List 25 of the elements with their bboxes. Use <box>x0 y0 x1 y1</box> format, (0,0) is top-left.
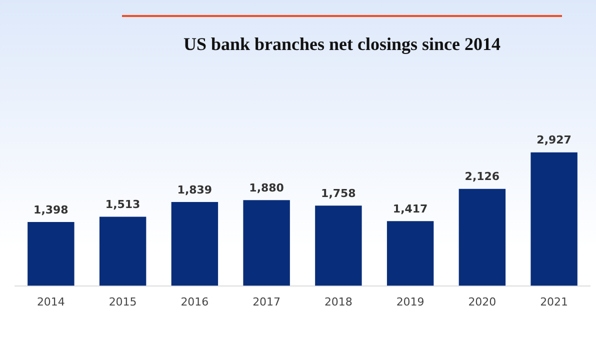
bar <box>315 206 362 286</box>
x-tick-label: 2019 <box>396 295 424 308</box>
bar <box>243 200 290 286</box>
data-label: 1,880 <box>249 181 284 194</box>
data-label: 1,839 <box>177 183 212 196</box>
bar <box>99 216 146 286</box>
data-label: 1,398 <box>34 203 68 216</box>
data-label: 1,758 <box>321 186 356 200</box>
x-tick-label: 2018 <box>324 295 352 308</box>
bar <box>386 221 434 286</box>
data-label: 1,417 <box>392 202 428 216</box>
x-tick-label: 2020 <box>468 295 496 308</box>
data-label: 1,513 <box>105 198 140 212</box>
data-label: 2,126 <box>464 170 500 184</box>
x-tick-label: 2016 <box>180 295 209 308</box>
x-tick-label: 2015 <box>108 295 137 308</box>
bar <box>171 202 218 286</box>
x-tick-label: 2021 <box>540 295 568 308</box>
bar <box>458 188 506 286</box>
bar <box>28 222 74 286</box>
data-label: 2,927 <box>536 134 572 147</box>
x-tick-label: 2014 <box>36 295 65 308</box>
x-tick-label: 2017 <box>252 295 281 308</box>
chart-title: US bank branches net closings since 2014 <box>182 34 502 55</box>
bar <box>530 152 578 286</box>
